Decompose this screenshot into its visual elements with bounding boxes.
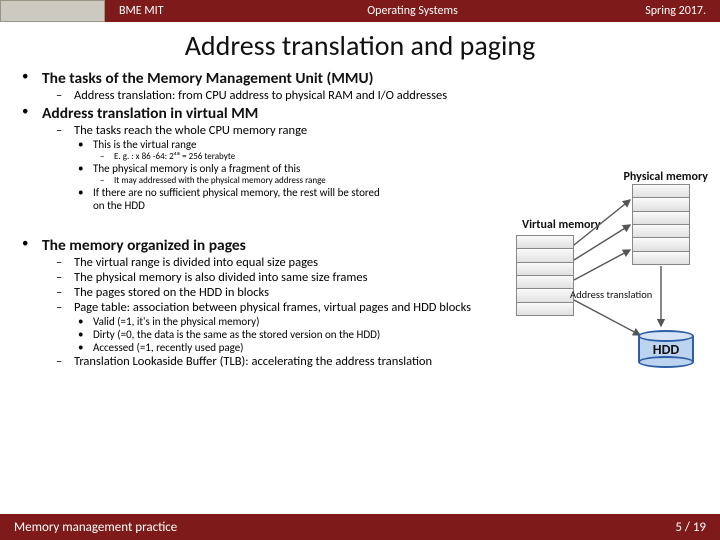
header-center: Operating Systems bbox=[367, 4, 458, 18]
header-logo bbox=[0, 0, 105, 22]
footer-bar: Memory management practice 5 / 19 bbox=[0, 514, 720, 540]
bullet-vmm: Address translation in virtual MM bbox=[42, 104, 258, 123]
memory-diagram: Physical memory Virtual memory Address t… bbox=[512, 170, 712, 375]
hdd-cylinder: HDD bbox=[638, 330, 694, 368]
bullet-pages-d: Page table: association between physical… bbox=[74, 300, 471, 315]
bullet-vmm-a2i: It may addressed with the physical memor… bbox=[114, 175, 326, 186]
bullet-pages-a: The virtual range is divided into equal … bbox=[74, 255, 318, 270]
slide-title: Address translation and paging bbox=[0, 28, 720, 63]
header-right: Spring 2017. bbox=[645, 4, 706, 18]
bullet-vmm-a: The tasks reach the whole CPU memory ran… bbox=[74, 123, 307, 138]
bullet-vmm-a2: The physical memory is only a fragment o… bbox=[93, 162, 300, 175]
bullet-mmu: The tasks of the Memory Management Unit … bbox=[42, 69, 373, 88]
bullet-pages-b: The physical memory is also divided into… bbox=[74, 270, 368, 285]
header-left: BME MIT bbox=[119, 4, 164, 18]
bullet-pages: The memory organized in pages bbox=[42, 236, 246, 255]
bullet-mmu-a: Address translation: from CPU address to… bbox=[74, 88, 447, 103]
bullet-pages-d3: Accessed (=1, recently used page) bbox=[93, 341, 244, 354]
bullet-vmm-a3: If there are no sufficient physical memo… bbox=[93, 186, 393, 212]
bullet-pages-d1: Valid (=1, it's in the physical memory) bbox=[93, 315, 259, 328]
bullet-vmm-a1i: E. g. : x 86 -64: 2⁴⁸ = 256 terabyte bbox=[114, 151, 235, 162]
bullet-pages-c: The pages stored on the HDD in blocks bbox=[74, 285, 269, 300]
header-strip: BME MIT Operating Systems Spring 2017. bbox=[105, 0, 720, 22]
footer-left: Memory management practice bbox=[14, 520, 177, 535]
bullet-pages-e: Translation Lookaside Buffer (TLB): acce… bbox=[74, 354, 432, 369]
header-bar: BME MIT Operating Systems Spring 2017. bbox=[0, 0, 720, 22]
hdd-label: HDD bbox=[638, 341, 694, 358]
bullet-vmm-a1: This is the virtual range bbox=[93, 138, 196, 151]
footer-right: 5 / 19 bbox=[675, 520, 706, 535]
bullet-pages-d2: Dirty (=0, the data is the same as the s… bbox=[93, 328, 380, 341]
